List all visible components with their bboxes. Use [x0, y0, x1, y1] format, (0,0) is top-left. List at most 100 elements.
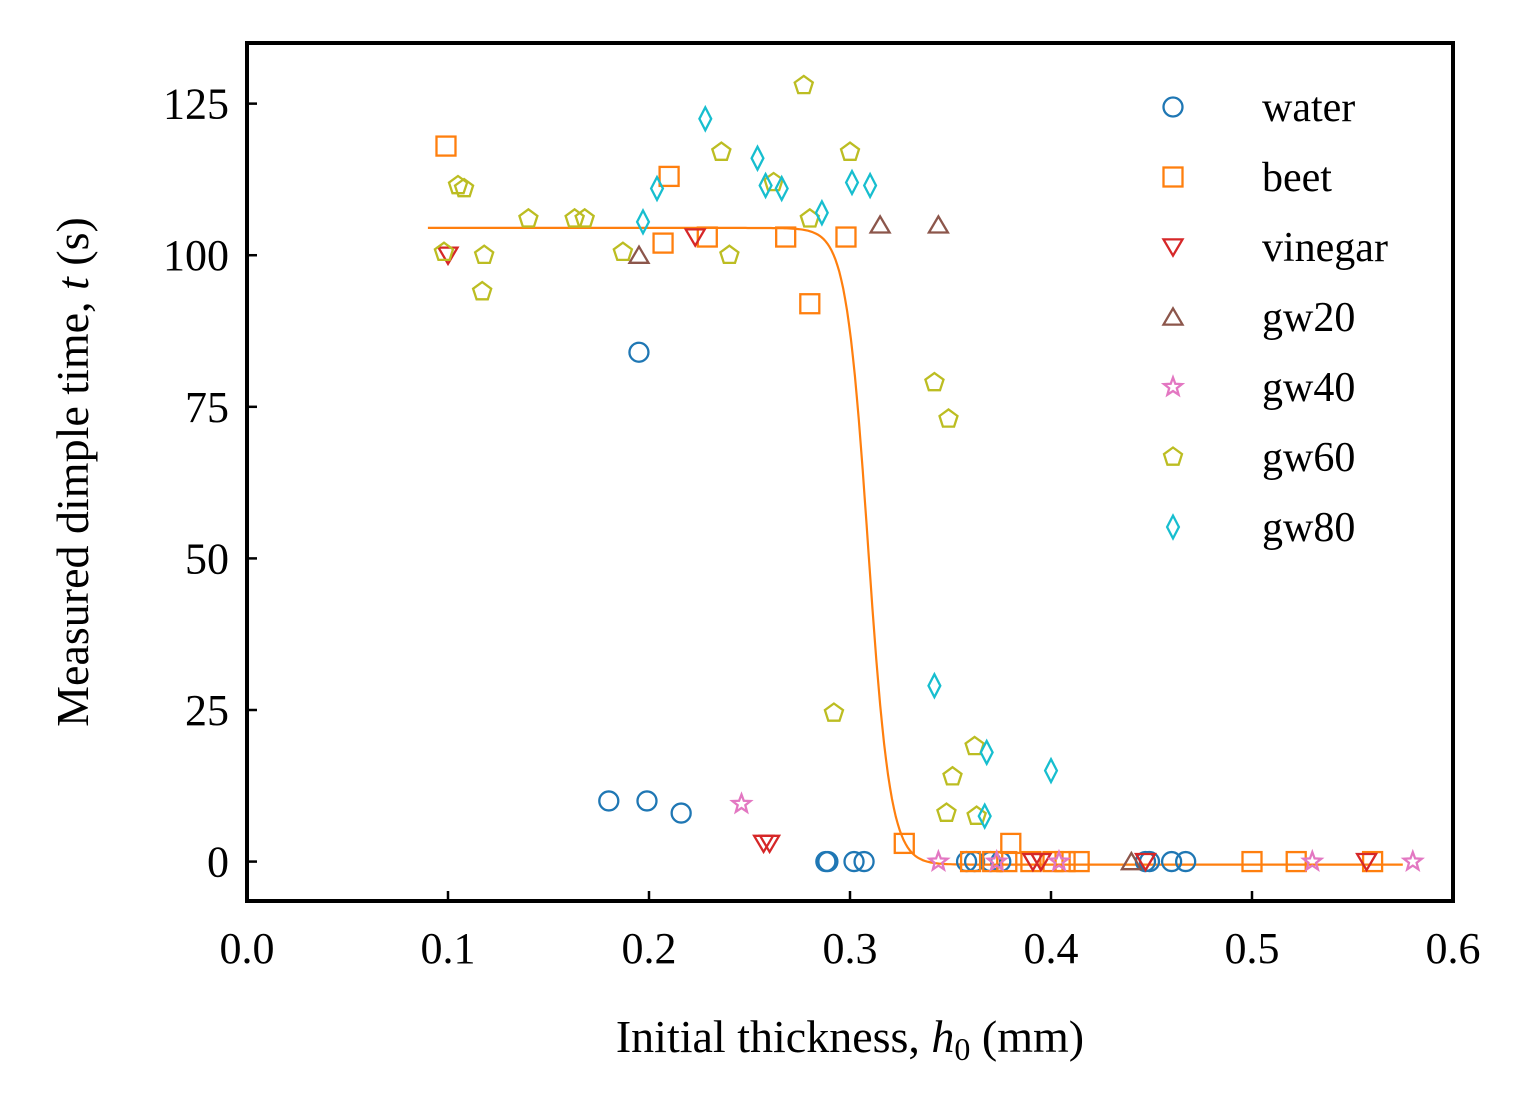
x-tick-label: 0.5 [1225, 924, 1280, 973]
x-axis-label: Initial thickness, h0 (mm) [616, 1011, 1084, 1067]
gw60-point [964, 735, 986, 756]
gw60-point [453, 177, 475, 198]
gw60-point [938, 407, 959, 428]
series-gw20 [627, 214, 1143, 871]
legend-label: gw60 [1262, 435, 1355, 481]
axis-ticks [245, 102, 1455, 901]
legend-label: beet [1262, 155, 1332, 201]
beet-point [652, 232, 674, 254]
beet-point [959, 850, 982, 873]
gw60-point [823, 702, 845, 722]
beet-point [435, 135, 457, 157]
y-label-text: Measured dimple time, [47, 290, 98, 727]
y-label-unit: (s) [47, 217, 98, 277]
beet-point [835, 226, 857, 248]
beet-point [775, 226, 797, 248]
legend-label: gw40 [1262, 365, 1355, 411]
beet-point [1285, 850, 1307, 873]
gw80-point [774, 174, 789, 203]
y-tick-label: 125 [163, 80, 229, 129]
legend-item-gw20: gw20 [1161, 295, 1355, 341]
gw60-point [942, 765, 963, 786]
gw20-point [926, 214, 950, 234]
legend: water beet vinegar gw20 gw40 gw60 gw80 [1160, 85, 1388, 551]
beet-point [1000, 832, 1022, 855]
beet-point [1068, 850, 1090, 873]
water-point [1175, 850, 1197, 873]
beet-point [893, 832, 915, 855]
vinegar-point [1133, 852, 1158, 873]
beet-point [1054, 850, 1076, 873]
x-tick-label: 0.6 [1426, 924, 1481, 973]
beet-point [658, 165, 680, 188]
series-gw40 [729, 791, 1425, 872]
gw60-point [518, 207, 539, 228]
x-label-unit: (mm) [970, 1011, 1084, 1062]
legend-marker [1161, 238, 1185, 258]
gw40-point [1300, 848, 1325, 872]
gw40-point [1400, 848, 1425, 872]
beet-point [696, 226, 718, 248]
gw80-point [977, 802, 992, 831]
gw80-point [635, 207, 651, 236]
gw80-point [750, 144, 765, 173]
gw60-point [839, 141, 861, 161]
gw20-point [627, 244, 651, 264]
y-axis-label: Measured dimple time, t (s) [47, 217, 98, 727]
gw60-point [612, 241, 634, 262]
x-tick-label: 0.3 [823, 924, 878, 973]
series-vinegar [436, 228, 1379, 873]
beet-point [1020, 850, 1042, 873]
legend-marker [1160, 374, 1186, 398]
gw80-point [649, 174, 665, 203]
vinegar-point [683, 228, 707, 248]
gw60-point [433, 241, 455, 262]
y-tick-label: 75 [185, 383, 229, 432]
gw80-point [758, 171, 773, 200]
gw60-point [924, 371, 945, 392]
gw40-point [984, 848, 1009, 872]
tick-labels: 0.0 0.1 0.2 0.3 0.4 0.5 0.6 0 25 50 75 100 125 [163, 80, 1481, 973]
vinegar-point [1355, 852, 1379, 873]
gw60-point [793, 74, 815, 95]
legend-item-gw40: gw40 [1160, 365, 1355, 411]
gw40-point [1046, 848, 1072, 872]
water-point [636, 790, 658, 812]
vinegar-point [1029, 852, 1053, 873]
legend-item-vinegar: vinegar [1161, 225, 1388, 271]
gw80-point [979, 738, 994, 767]
legend-item-beet: beet [1162, 155, 1332, 201]
gw60-point [564, 207, 586, 228]
legend-label: gw80 [1262, 505, 1355, 551]
gw80-point [862, 171, 878, 200]
water-point [628, 341, 650, 363]
gw80-point [814, 198, 829, 227]
legend-label: vinegar [1262, 225, 1388, 271]
series-gw60 [433, 74, 988, 825]
beet-point [1361, 850, 1384, 873]
legend-label: gw20 [1262, 295, 1355, 341]
vinegar-point [436, 246, 460, 267]
legend-item-water: water [1162, 85, 1355, 131]
series-beet [435, 135, 1384, 873]
data-points [433, 74, 1425, 873]
gw80-point [927, 671, 942, 700]
series-gw80 [635, 104, 1059, 831]
fit-curve [427, 226, 1403, 866]
x-tick-label: 0.1 [421, 924, 476, 973]
gw80-point [1043, 756, 1059, 785]
x-label-sub: 0 [954, 1031, 970, 1067]
x-tick-label: 0.2 [622, 924, 677, 973]
legend-item-gw80: gw80 [1165, 505, 1355, 551]
x-tick-label: 0.4 [1024, 924, 1079, 973]
beet-point [799, 293, 821, 315]
water-point [670, 802, 692, 824]
gw60-point [936, 802, 957, 822]
y-tick-label: 50 [185, 534, 229, 583]
legend-marker [1161, 306, 1185, 326]
y-tick-label: 0 [207, 838, 229, 887]
x-label-var: h [931, 1011, 954, 1062]
gw60-point [473, 244, 495, 265]
gw60-point [574, 207, 596, 228]
water-point [1160, 850, 1183, 873]
